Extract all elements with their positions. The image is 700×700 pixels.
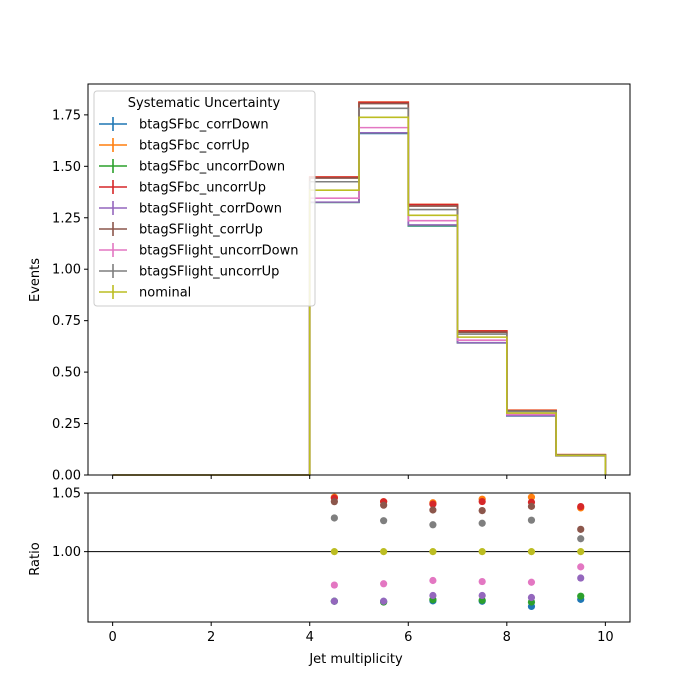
ratio-point-btagSFbc_uncorrDown [577,592,585,600]
legend: Systematic Uncertainty btagSFbc_corrDownb… [93,90,316,307]
ratio-point-btagSFlight_corrDown [330,597,338,605]
x-tick-label: 6 [404,630,412,645]
legend-title: Systematic Uncertainty [128,96,281,111]
ratio-point-btagSFbc_uncorrUp [577,503,585,511]
main-y-ticks: 0.00 0.25 0.50 0.75 1.00 1.25 1.50 1.75 [52,108,88,484]
x-axis-label: Jet multiplicity [308,652,403,667]
ratio-plot-frame [87,492,631,623]
main-y-tick-label: 0.25 [52,417,81,432]
legend-entry: btagSFbc_corrUp [99,138,250,154]
legend-label: btagSFbc_corrDown [139,118,269,133]
ratio-point-btagSFlight_corrUp [380,501,388,509]
ratio-y-tick-label: 1.00 [52,545,81,560]
ratio-point-nominal [478,548,486,556]
ratio-point-btagSFbc_uncorrUp [478,497,486,506]
ratio-point-btagSFlight_uncorrDown [330,581,338,589]
legend-entry: btagSFbc_corrDown [99,117,269,133]
ratio-point-btagSFlight_uncorrDown [380,580,388,588]
x-tick-label: 8 [503,630,511,645]
ratio-point-btagSFlight_uncorrUp [527,516,536,524]
ratio-point-btagSFlight_corrUp [527,502,536,510]
ratio-point-btagSFlight_uncorrDown [478,577,486,586]
ratio-point-btagSFbc_corrUp [527,493,536,501]
legend-entry: nominal [99,285,191,301]
legend-entry: btagSFlight_uncorrDown [99,243,299,259]
x-tick-label: 4 [306,630,314,645]
ratio-panel: 1.00 1.05 0 2 4 6 8 10 Ratio Jet multiplicity [28,487,631,667]
x-tick-label: 10 [597,630,614,645]
legend-label: btagSFbc_uncorrDown [139,160,285,175]
ratio-point-btagSFlight_uncorrDown [577,563,585,571]
main-plot-frame [87,83,631,476]
main-y-tick-label: 0.75 [52,314,81,329]
ratio-y-tick-label: 1.05 [52,487,81,502]
ratio-point-btagSFlight_uncorrUp [577,535,585,543]
ratio-point-btagSFlight_corrDown [429,591,437,600]
main-y-tick-label: 1.50 [52,160,81,175]
ratio-y-ticks: 1.00 1.05 [52,487,88,560]
main-y-tick-label: 1.00 [52,263,81,278]
ratio-point-btagSFlight_corrDown [527,593,536,602]
ratio-point-btagSFlight_uncorrUp [429,521,437,529]
main-y-tick-label: 0.50 [52,366,81,381]
ratio-point-nominal [429,548,437,556]
ratio-y-axis-label: Ratio [28,542,43,575]
ratio-point-btagSFlight_corrUp [330,498,338,506]
ratio-point-nominal [380,548,388,556]
main-y-tick-label: 0.00 [52,469,81,484]
legend-entry: btagSFlight_corrUp [99,222,263,238]
legend-entry: btagSFbc_uncorrDown [99,159,285,175]
ratio-point-btagSFlight_corrDown [478,591,486,600]
legend-label: btagSFbc_uncorrUp [139,181,266,196]
legend-entry: btagSFlight_uncorrUp [99,264,279,280]
ratio-point-btagSFlight_uncorrDown [429,576,437,585]
legend-box [93,90,316,307]
legend-label: nominal [139,286,191,301]
ratio-point-nominal [330,548,338,556]
ratio-points-group [330,493,585,611]
legend-label: btagSFlight_uncorrDown [139,244,299,259]
legend-entry: btagSFbc_uncorrUp [99,180,266,196]
main-panel: 0.000.250.500.751.001.251.501.75 Events … [28,83,631,484]
legend-label: btagSFlight_uncorrUp [139,265,279,280]
ratio-point-btagSFlight_uncorrUp [478,519,486,527]
ratio-point-btagSFlight_corrDown [380,597,388,605]
x-tick-label: 2 [207,630,215,645]
legend-entry: btagSFlight_corrDown [99,201,282,217]
main-x-ticks [112,475,606,479]
main-y-axis-label: Events [28,258,43,302]
legend-label: btagSFlight_corrDown [139,202,282,217]
ratio-point-btagSFlight_corrUp [577,525,585,533]
legend-label: btagSFbc_corrUp [139,139,250,154]
ratio-point-btagSFbc_uncorrUp [429,500,437,508]
ratio-x-ticks: 0 2 4 6 8 10 [108,622,614,645]
main-y-tick-label: 1.25 [52,211,81,226]
ratio-point-nominal [577,548,585,556]
x-tick-label: 0 [108,630,116,645]
ratio-point-nominal [527,548,536,556]
ratio-point-btagSFlight_uncorrUp [330,514,338,522]
ratio-point-btagSFlight_uncorrDown [527,578,536,586]
main-y-tick-label: 1.75 [52,108,81,123]
ratio-point-btagSFlight_corrUp [429,506,437,514]
ratio-point-btagSFlight_corrDown [577,574,585,582]
ratio-point-btagSFlight_corrUp [478,506,486,515]
ratio-point-btagSFlight_uncorrUp [380,517,388,525]
legend-label: btagSFlight_corrUp [139,223,263,238]
